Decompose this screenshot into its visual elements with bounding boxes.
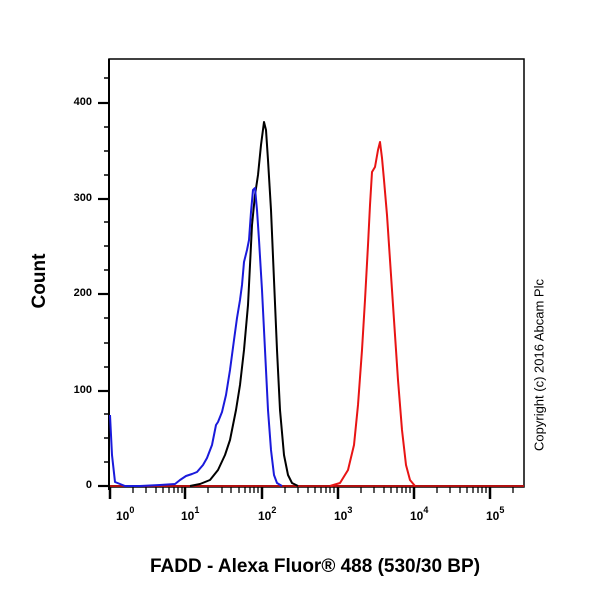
y-tick-label: 100 [73, 384, 92, 396]
y-tick-label: 400 [73, 96, 92, 108]
y-axis-label: Count [29, 253, 50, 309]
series-blue-curve [109, 187, 283, 487]
plot-frame [108, 58, 525, 488]
x-tick-label: 103 [334, 505, 353, 523]
y-axis-ticks [98, 77, 109, 488]
x-axis-label: FADD - Alexa Fluor® 488 (530/30 BP) [149, 556, 481, 577]
x-tick-label: 104 [410, 505, 429, 523]
x-tick-label: 105 [486, 505, 505, 523]
y-tick-label: 200 [73, 287, 92, 299]
x-tick-label: 100 [116, 505, 135, 523]
copyright-notice: Copyright (c) 2016 Abcam Plc [531, 279, 547, 451]
y-tick-label: 300 [73, 192, 92, 204]
series-black-curve [189, 121, 299, 487]
x-tick-label: 102 [258, 505, 277, 523]
y-tick-label: 0 [85, 479, 92, 491]
x-tick-label: 101 [181, 505, 200, 523]
series-red-curve [329, 141, 416, 487]
x-axis-ticks [108, 487, 514, 499]
